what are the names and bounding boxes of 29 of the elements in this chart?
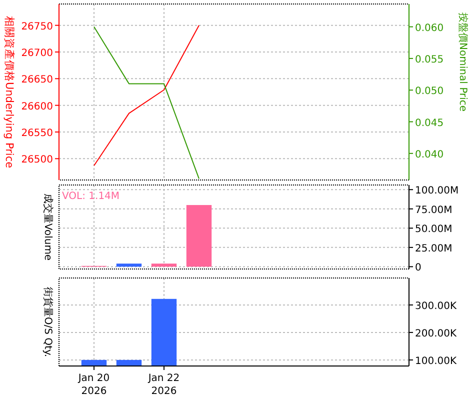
y-tick-label: 26650 [21,74,53,86]
y2-tick-label: 0.045 [415,118,444,129]
y-axis-title: 街貨量O/S Qty. [42,286,54,358]
y-tick-label: 26500 [21,154,53,166]
y2-tick-label: 0 [415,262,422,274]
y2-tick-label: 25.00M [415,243,452,254]
y-axis-title: 相關資產價格Underlying Price [3,16,16,168]
y2-axis-title: 按盤價Nominal Price [457,12,469,112]
y2-tick-label: 0.055 [415,54,444,66]
y-axis-title: 成交量Volume [42,193,54,261]
y-tick-label: 26600 [21,101,53,112]
y2-tick-label: 0.060 [415,22,444,34]
y2-tick-label: 0.040 [415,149,444,160]
y2-tick-label: 50.00M [415,224,452,236]
x-tick-label: Jan 20 2026 [77,373,110,397]
y2-tick-label: 100.00M [415,186,459,197]
bar [151,264,177,267]
x-tick-label: Jan 22 2026 [147,373,180,397]
y2-tick-label: 0.050 [415,86,444,98]
y2-tick-label: 75.00M [415,204,452,216]
y2-tick-label: 300.00K [415,300,457,312]
y2-tick-label: 100.00K [415,356,457,367]
bar [116,264,142,267]
y-tick-label: 26550 [21,128,53,139]
y-tick-label: 26750 [21,21,53,32]
annotation: VOL: 1.14M [62,191,120,202]
y2-tick-label: 200.00K [415,328,457,340]
y-tick-label: 26700 [21,48,53,59]
bar [186,205,212,267]
